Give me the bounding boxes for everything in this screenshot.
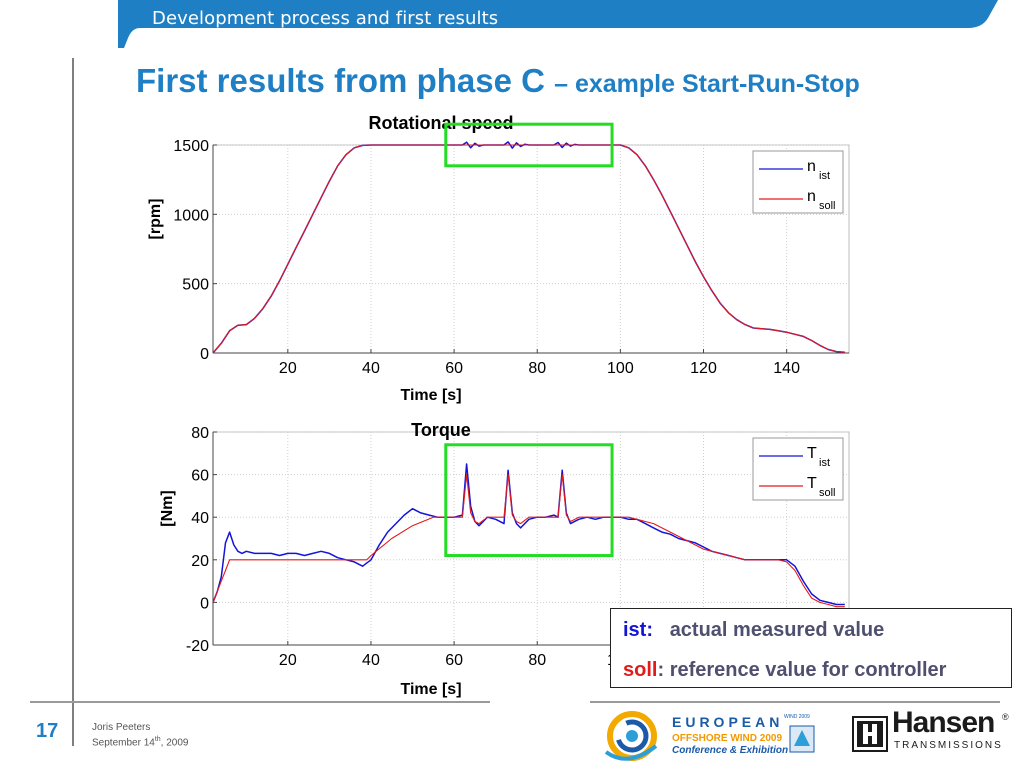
info-soll-key: soll (623, 659, 658, 681)
swirl-icon (604, 711, 658, 761)
x-tick-label: 100 (607, 360, 634, 377)
x-tick-label: 140 (773, 360, 800, 377)
info-ist-text: actual measured value (669, 619, 885, 641)
y-tick-label: 500 (182, 277, 209, 294)
x-tick-label: 40 (362, 360, 380, 377)
chart-0: 20 40 60 80 100 120 140 0 500 1000 1500 Rotational … (147, 113, 850, 404)
event-line2: OFFSHORE WIND 2009 (672, 733, 783, 744)
event-logo: EUROPEAN OFFSHORE WIND 2009 Conference &… (598, 706, 808, 766)
y-tick-label: 80 (191, 425, 209, 442)
info-soll-text: reference value for controller (669, 659, 947, 681)
y-tick-label: 1000 (173, 207, 209, 224)
wind-badge-text: WIND 2009 (784, 714, 810, 720)
legend-box (752, 437, 844, 501)
slide-title-sub: – example Start-Run-Stop (554, 70, 860, 98)
info-ist-key: ist (623, 619, 647, 641)
charts-canvas: 20 40 60 80 100 120 140 0 500 1000 1500 Rotational … (147, 113, 850, 698)
legend-sublabel: soll (819, 487, 836, 499)
x-tick-label: 120 (690, 360, 717, 377)
series-line-T_soll (212, 474, 845, 608)
highlight-box (444, 443, 614, 558)
event-line3: Conference & Exhibition (672, 745, 789, 756)
slide-title-main: First results from phase C (136, 62, 545, 99)
company-name: Hansen (892, 706, 995, 739)
info-soll-colon: : (657, 659, 665, 681)
info-ist-colon: : (646, 619, 654, 641)
chart-title: Rotational speed (368, 113, 513, 133)
date-suffix: , 2009 (160, 737, 189, 749)
legend-label: n (807, 158, 816, 175)
legend-label: T (807, 445, 817, 462)
page-number: 17 (36, 720, 59, 742)
info-row-ist: ist: actual measured value (623, 619, 884, 642)
date-sup: th (154, 736, 161, 743)
y-tick-label: 40 (191, 510, 209, 527)
chart-title: Torque (411, 420, 471, 440)
legend-label: n (807, 188, 816, 205)
x-axis-label: Time [s] (400, 387, 461, 404)
footer-rule-left (30, 701, 490, 703)
company-reg: ® (1002, 712, 1009, 722)
date-prefix: September 14 (92, 737, 155, 749)
wind-badge-logo: WIND 2009 (784, 714, 820, 760)
x-tick-label: 40 (362, 652, 380, 669)
x-tick-label: 20 (279, 360, 297, 377)
y-tick-label: 60 (191, 468, 209, 485)
presentation-date: September 14th, 2009 (92, 734, 188, 749)
y-tick-label: 0 (200, 346, 209, 363)
y-tick-label: 20 (191, 553, 209, 570)
y-tick-label: -20 (186, 638, 209, 655)
header-tab (118, 0, 998, 48)
footer-rule-right (590, 701, 1000, 703)
left-divider (72, 58, 74, 746)
author-name: Joris Peeters (92, 722, 151, 733)
y-axis-label: [rpm] (147, 199, 164, 240)
event-line1: EUROPEAN (672, 714, 784, 730)
series-line-n_soll (212, 144, 845, 354)
legend-box (752, 150, 844, 214)
y-axis-label: [Nm] (159, 490, 176, 526)
plot-frame (212, 144, 850, 354)
y-tick-label: 1500 (173, 138, 209, 155)
legend-info-box: ist: actual measured value soll: referen… (610, 608, 1012, 688)
badge-icon (789, 725, 815, 753)
legend-label: T (807, 475, 817, 492)
x-tick-label: 60 (445, 360, 463, 377)
company-logo: Hansen ® TRANSMISSIONS (852, 706, 1012, 756)
x-tick-label: 20 (279, 652, 297, 669)
x-tick-label: 80 (528, 652, 546, 669)
company-sub: TRANSMISSIONS (894, 740, 1003, 751)
legend-sublabel: soll (819, 200, 836, 212)
author-block: Joris Peeters September 14th, 2009 (92, 722, 188, 749)
legend-sublabel: ist (819, 457, 830, 469)
info-row-soll: soll: reference value for controller (623, 659, 946, 682)
x-tick-label: 80 (528, 360, 546, 377)
x-axis-label: Time [s] (400, 681, 461, 698)
y-tick-label: 0 (200, 595, 209, 612)
legend-sublabel: ist (819, 170, 830, 182)
highlight-box (444, 122, 614, 168)
hansen-mark-icon (852, 716, 888, 752)
x-tick-label: 60 (445, 652, 463, 669)
section-title: Development process and first results (152, 8, 499, 29)
slide-title: First results from phase C – example Sta… (136, 62, 860, 100)
